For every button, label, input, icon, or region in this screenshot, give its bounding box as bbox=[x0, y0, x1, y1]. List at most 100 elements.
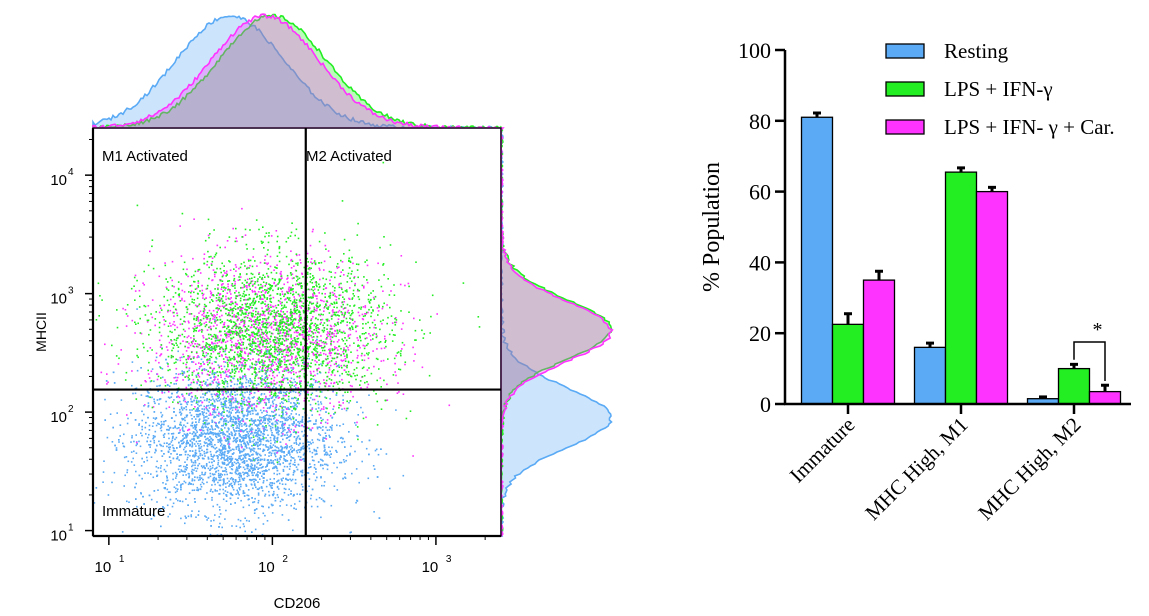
scatter-point bbox=[342, 303, 344, 306]
scatter-point bbox=[273, 466, 275, 468]
scatter-point bbox=[191, 342, 193, 345]
scatter-point bbox=[260, 278, 263, 280]
scatter-point bbox=[213, 405, 216, 407]
scatter-point bbox=[235, 441, 237, 444]
scatter-point bbox=[164, 379, 166, 381]
scatter-point bbox=[207, 417, 210, 420]
scatter-point bbox=[207, 370, 209, 373]
scatter-point bbox=[257, 432, 259, 435]
scatter-point bbox=[189, 411, 191, 414]
scatter-point bbox=[249, 326, 252, 329]
scatter-point bbox=[290, 313, 292, 315]
scatter-point bbox=[198, 322, 201, 325]
scatter-point bbox=[269, 439, 272, 442]
scatter-point bbox=[188, 327, 190, 330]
scatter-point bbox=[191, 409, 193, 411]
scatter-point bbox=[203, 405, 206, 408]
scatter-point bbox=[198, 450, 201, 452]
scatter-point bbox=[350, 531, 352, 533]
scatter-point bbox=[250, 380, 253, 382]
scatter-point bbox=[258, 437, 261, 440]
scatter-point bbox=[240, 390, 243, 392]
scatter-point bbox=[414, 353, 416, 355]
scatter-point bbox=[131, 319, 134, 322]
scatter-point bbox=[222, 444, 225, 447]
scatter-point bbox=[257, 311, 260, 313]
scatter-point bbox=[148, 433, 150, 436]
scatter-point bbox=[187, 384, 190, 386]
scatter-point bbox=[192, 483, 194, 486]
scatter-point bbox=[309, 302, 311, 304]
scatter-point bbox=[188, 321, 190, 324]
scatter-point bbox=[253, 509, 256, 512]
scatter-point bbox=[241, 207, 243, 210]
scatter-point bbox=[330, 374, 333, 376]
scatter-point bbox=[215, 470, 218, 473]
scatter-point bbox=[107, 381, 109, 384]
scatter-point bbox=[135, 434, 137, 436]
scatter-point bbox=[248, 474, 250, 477]
scatter-point bbox=[147, 305, 150, 307]
scatter-point bbox=[176, 447, 178, 449]
scatter-point bbox=[150, 498, 153, 501]
scatter-point bbox=[220, 403, 223, 406]
scatter-point bbox=[193, 281, 196, 283]
scatter-point bbox=[317, 306, 320, 308]
scatter-point bbox=[239, 332, 242, 334]
scatter-point bbox=[282, 325, 285, 327]
scatter-point bbox=[213, 400, 216, 403]
scatter-point bbox=[141, 419, 143, 422]
scatter-point bbox=[200, 477, 203, 479]
scatter-point bbox=[198, 421, 200, 423]
scatter-point bbox=[179, 408, 181, 411]
scatter-point bbox=[262, 383, 264, 386]
scatter-point bbox=[303, 325, 305, 327]
scatter-point bbox=[249, 311, 251, 314]
scatter-point bbox=[251, 366, 253, 369]
scatter-point bbox=[267, 356, 270, 359]
scatter-point bbox=[241, 349, 243, 352]
scatter-point bbox=[228, 320, 231, 322]
scatter-point bbox=[226, 292, 229, 294]
scatter-point bbox=[236, 440, 238, 442]
scatter-point bbox=[294, 381, 296, 383]
scatter-point bbox=[357, 311, 360, 314]
scatter-point bbox=[250, 343, 252, 345]
scatter-point bbox=[251, 460, 254, 462]
scatter-point bbox=[308, 288, 311, 291]
scatter-point bbox=[235, 345, 238, 347]
scatter-point bbox=[171, 279, 173, 282]
scatter-point bbox=[185, 341, 187, 343]
scatter-point bbox=[193, 330, 195, 333]
scatter-point bbox=[286, 317, 289, 320]
scatter-point bbox=[355, 468, 358, 470]
scatter-point bbox=[232, 336, 235, 339]
scatter-point bbox=[302, 448, 305, 450]
scatter-point bbox=[241, 418, 244, 420]
scatter-point bbox=[193, 435, 195, 438]
scatter-point bbox=[284, 316, 286, 319]
scatter-point bbox=[346, 324, 348, 327]
scatter-point bbox=[321, 318, 324, 321]
scatter-point bbox=[291, 447, 293, 449]
scatter-point bbox=[332, 285, 334, 288]
scatter-point bbox=[136, 505, 138, 508]
scatter-point bbox=[115, 447, 118, 449]
scatter-point bbox=[289, 288, 292, 290]
scatter-point bbox=[261, 458, 263, 461]
scatter-point bbox=[313, 378, 315, 381]
scatter-point bbox=[241, 341, 243, 344]
scatter-point bbox=[253, 442, 255, 445]
scatter-point bbox=[175, 383, 177, 385]
scatter-point bbox=[343, 347, 345, 349]
scatter-point bbox=[278, 329, 281, 331]
scatter-point bbox=[220, 354, 223, 356]
scatter-point bbox=[276, 350, 279, 353]
scatter-point bbox=[364, 305, 367, 307]
scatter-point bbox=[200, 323, 203, 325]
scatter-point bbox=[192, 427, 195, 429]
scatter-point bbox=[300, 390, 302, 392]
scatter-point bbox=[290, 322, 292, 324]
scatter-point bbox=[230, 417, 232, 419]
scatter-point bbox=[345, 365, 347, 367]
